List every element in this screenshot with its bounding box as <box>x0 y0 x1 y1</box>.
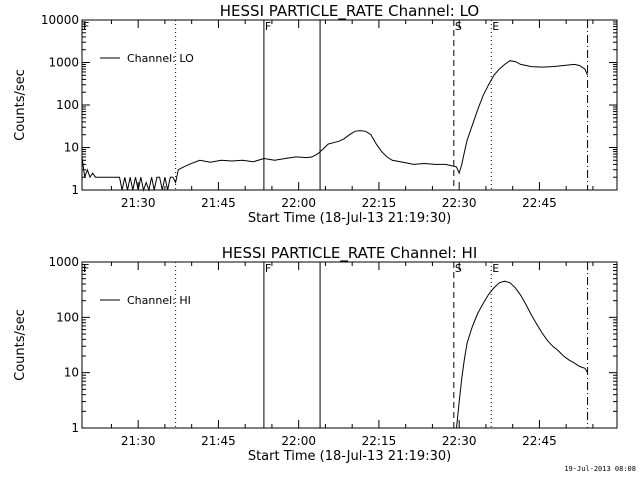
event-marker-label: E <box>492 20 499 33</box>
x-tick-label: 22:45 <box>522 196 557 210</box>
x-axis-label: Start Time (18-Jul-13 21:19:30) <box>248 449 451 464</box>
y-tick-label: 100 <box>56 98 79 112</box>
legend-label: Channel: HI <box>127 294 191 307</box>
y-tick-label: 10 <box>64 366 79 380</box>
x-tick-label: 22:00 <box>281 196 316 210</box>
series-line <box>456 280 589 429</box>
x-tick-label: 22:30 <box>442 196 477 210</box>
x-axis-label: Start Time (18-Jul-13 21:19:30) <box>248 211 451 226</box>
event-marker-label: S <box>455 20 462 33</box>
event-marker-label: S <box>455 262 462 275</box>
timestamp-label: 19-Jul-2013 08:08 <box>564 465 636 473</box>
chart-title: HESSI PARTICLE_RATE Channel: HI <box>222 244 478 263</box>
plot-frame <box>81 19 618 191</box>
y-tick-label: 1 <box>71 421 79 435</box>
event-marker-label: F <box>83 20 89 33</box>
x-tick-label: 21:45 <box>201 434 236 448</box>
x-tick-label: 22:30 <box>442 434 477 448</box>
chart-panel-1: HESSI PARTICLE_RATE Channel: LO 1 10 100 100… <box>13 2 618 226</box>
event-marker-label: E <box>492 262 499 275</box>
y-axis-label: Counts/sec <box>13 69 28 141</box>
x-tick-label: 21:30 <box>121 434 156 448</box>
x-tick-label: 22:45 <box>522 434 557 448</box>
x-tick-label: 21:45 <box>201 196 236 210</box>
x-tick-label: 22:00 <box>281 434 316 448</box>
chart-panel-2: HESSI PARTICLE_RATE Channel: HI 1 10 100 100… <box>13 244 618 464</box>
x-tick-label: 22:15 <box>362 196 397 210</box>
event-marker-label: F <box>83 262 89 275</box>
y-tick-label: 10000 <box>41 13 79 27</box>
legend-label: Channel: LO <box>127 52 194 65</box>
x-tick-label: 21:30 <box>121 196 156 210</box>
y-tick-label: 100 <box>56 310 79 324</box>
x-tick-label: 22:15 <box>362 434 397 448</box>
y-tick-label: 1000 <box>48 56 79 70</box>
y-tick-label: 10 <box>64 141 79 155</box>
event-marker-label: F <box>265 262 271 275</box>
plot-frame <box>81 261 618 429</box>
y-axis-label: Counts/sec <box>13 309 28 381</box>
y-tick-label: 1000 <box>48 255 79 269</box>
y-tick-label: 1 <box>71 183 79 197</box>
chart-title: HESSI PARTICLE_RATE Channel: LO <box>220 2 479 21</box>
event-marker-label: F <box>265 20 271 33</box>
series-line <box>81 60 589 192</box>
